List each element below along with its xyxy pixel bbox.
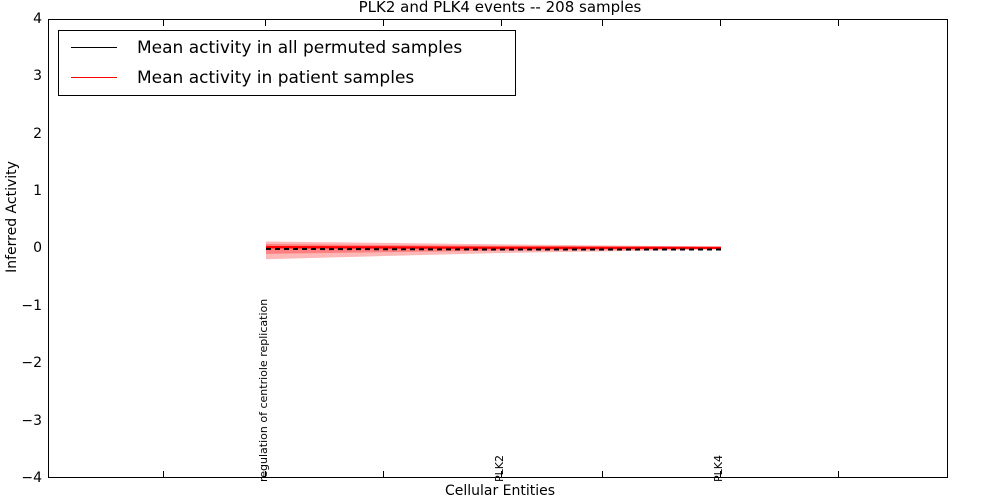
- legend-swatch-red-line: [71, 77, 117, 78]
- x-tick-mark-top-3: [838, 19, 839, 26]
- legend-swatch-black-line: [71, 47, 117, 48]
- x-tick-mark-top-0: [163, 19, 164, 26]
- x-tick-mark-1: [383, 471, 384, 478]
- x-tick-mark-cat-0: [265, 471, 266, 478]
- y-axis-tick-labels: 4 3 2 1 0 −1 −2 −3 −4: [0, 0, 42, 500]
- chart-title: PLK2 and PLK4 events -- 208 samples: [358, 0, 642, 16]
- x-tick-mark-top-cat-2: [720, 19, 721, 26]
- x-tick-mark-2: [602, 471, 603, 478]
- x-tick-mark-top-1: [383, 19, 384, 26]
- x-tick-mark-cat-1: [501, 471, 502, 478]
- series-line-permuted-samples: [265, 247, 721, 251]
- y-tick-label-3: 3: [33, 68, 42, 84]
- x-tick-label-regulation-of-centriole-replication: regulation of centriole replication: [257, 298, 270, 482]
- y-tick-label-2: 2: [33, 126, 42, 142]
- x-tick-mark-top-cat-1: [501, 19, 502, 26]
- y-tick-label-neg3: −3: [21, 413, 42, 429]
- x-tick-mark-top-cat-0: [265, 19, 266, 26]
- data-layer: [265, 241, 721, 260]
- y-tick-label-neg4: −4: [21, 470, 42, 486]
- x-tick-label-plk4: PLK4: [712, 455, 725, 482]
- legend-label-permuted: Mean activity in all permuted samples: [137, 37, 463, 58]
- y-tick-label-4: 4: [33, 11, 42, 27]
- legend-label-patient: Mean activity in patient samples: [137, 67, 415, 88]
- x-tick-label-plk2: PLK2: [493, 455, 506, 482]
- y-tick-label-neg1: −1: [21, 298, 42, 314]
- x-axis-label: Cellular Entities: [444, 483, 556, 499]
- y-tick-label-1: 1: [33, 183, 42, 199]
- y-tick-label-neg2: −2: [21, 355, 42, 371]
- chart-legend: Mean activity in all permuted samples Me…: [58, 30, 516, 96]
- legend-entry-patient: Mean activity in patient samples: [59, 61, 515, 94]
- series-line-patient-samples: [265, 246, 721, 249]
- x-tick-mark-0: [163, 471, 164, 478]
- x-tick-mark-top-2: [602, 19, 603, 26]
- x-tick-mark-3: [838, 471, 839, 478]
- legend-entry-permuted: Mean activity in all permuted samples: [59, 31, 515, 64]
- x-tick-mark-cat-2: [720, 471, 721, 478]
- y-tick-label-0: 0: [33, 240, 42, 256]
